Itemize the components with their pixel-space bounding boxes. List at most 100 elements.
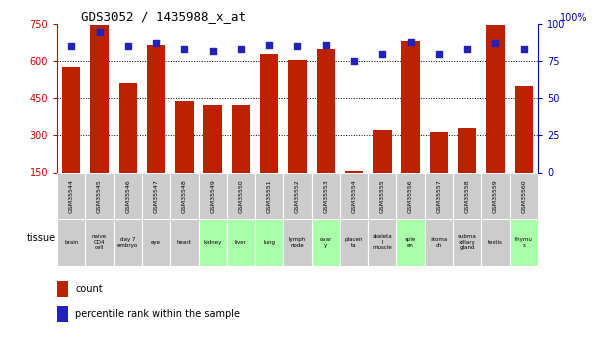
Bar	[453, 172, 481, 219]
Point	[519, 47, 528, 52]
Text: GSM35544: GSM35544	[69, 179, 74, 213]
Text: GSM35554: GSM35554	[352, 179, 356, 213]
Text: brain: brain	[64, 240, 78, 245]
Point	[208, 48, 218, 53]
Text: ovar
y: ovar y	[320, 237, 332, 248]
Bar	[232, 105, 250, 172]
Text: sple
en: sple en	[405, 237, 416, 248]
Bar	[510, 172, 538, 219]
Bar	[227, 219, 255, 266]
Bar	[175, 101, 194, 172]
Bar	[198, 172, 227, 219]
Bar	[430, 132, 448, 172]
Text: percentile rank within the sample: percentile rank within the sample	[75, 309, 240, 319]
Point	[321, 42, 331, 48]
Bar	[57, 219, 85, 266]
Point	[293, 43, 302, 49]
Text: lymph
node: lymph node	[289, 237, 306, 248]
Bar	[118, 83, 137, 172]
Text: skeleta
l
muscle: skeleta l muscle	[373, 235, 392, 250]
Bar	[288, 60, 307, 172]
Bar	[373, 130, 391, 172]
Text: GSM35551: GSM35551	[267, 179, 272, 213]
Bar	[340, 172, 368, 219]
Text: naive
CD4
cell: naive CD4 cell	[92, 235, 107, 250]
Bar	[425, 172, 453, 219]
Bar	[397, 172, 425, 219]
Bar	[340, 219, 368, 266]
Text: GSM35548: GSM35548	[182, 179, 187, 213]
Bar	[453, 219, 481, 266]
Point	[377, 51, 387, 57]
Bar	[142, 172, 170, 219]
Point	[462, 47, 472, 52]
Text: subma
xillary
gland: subma xillary gland	[458, 235, 477, 250]
Text: GDS3052 / 1435988_x_at: GDS3052 / 1435988_x_at	[81, 10, 246, 23]
Bar	[368, 172, 397, 219]
Bar	[283, 172, 312, 219]
Bar	[85, 172, 114, 219]
Point	[236, 47, 246, 52]
Bar	[510, 219, 538, 266]
Text: tissue: tissue	[26, 233, 56, 243]
Bar	[312, 172, 340, 219]
Point	[180, 47, 189, 52]
Text: GSM35555: GSM35555	[380, 179, 385, 213]
Text: eye: eye	[151, 240, 161, 245]
Text: lung: lung	[263, 240, 275, 245]
Bar	[317, 49, 335, 172]
Bar	[57, 306, 68, 322]
Bar	[345, 171, 363, 172]
Bar	[255, 172, 283, 219]
Point	[95, 29, 105, 34]
Point	[406, 39, 415, 45]
Bar	[425, 219, 453, 266]
Text: GSM35547: GSM35547	[154, 179, 159, 213]
Bar	[114, 172, 142, 219]
Bar	[397, 219, 425, 266]
Text: kidney: kidney	[204, 240, 222, 245]
Point	[264, 42, 274, 48]
Bar	[368, 219, 397, 266]
Bar	[198, 219, 227, 266]
Bar	[57, 172, 85, 219]
Bar	[481, 172, 510, 219]
Text: GSM35546: GSM35546	[125, 179, 130, 213]
Text: placen
ta: placen ta	[345, 237, 363, 248]
Bar	[142, 219, 170, 266]
Point	[67, 43, 76, 49]
Text: GSM35545: GSM35545	[97, 179, 102, 213]
Bar	[170, 172, 198, 219]
Bar	[90, 24, 109, 172]
Point	[123, 43, 133, 49]
Bar	[255, 219, 283, 266]
Text: count: count	[75, 284, 103, 294]
Bar	[514, 86, 533, 172]
Bar	[401, 41, 420, 172]
Text: day 7
embryо: day 7 embryо	[117, 237, 138, 248]
Text: GSM35549: GSM35549	[210, 179, 215, 213]
Text: GSM35550: GSM35550	[239, 179, 243, 213]
Bar	[170, 219, 198, 266]
Text: 100%: 100%	[560, 13, 587, 23]
Bar	[486, 26, 505, 172]
Bar	[85, 219, 114, 266]
Text: testis: testis	[488, 240, 503, 245]
Text: GSM35557: GSM35557	[436, 179, 441, 213]
Text: GSM35560: GSM35560	[521, 179, 526, 213]
Bar	[458, 128, 477, 172]
Point	[434, 51, 444, 57]
Bar	[114, 219, 142, 266]
Text: stoma
ch: stoma ch	[430, 237, 448, 248]
Bar	[227, 172, 255, 219]
Bar	[62, 67, 81, 172]
Text: liver: liver	[235, 240, 247, 245]
Bar	[204, 105, 222, 172]
Point	[151, 41, 161, 46]
Text: GSM35556: GSM35556	[408, 179, 413, 213]
Text: thymu
s: thymu s	[515, 237, 532, 248]
Text: GSM35558: GSM35558	[465, 179, 470, 213]
Bar	[312, 219, 340, 266]
Text: GSM35552: GSM35552	[295, 179, 300, 213]
Point	[349, 58, 359, 64]
